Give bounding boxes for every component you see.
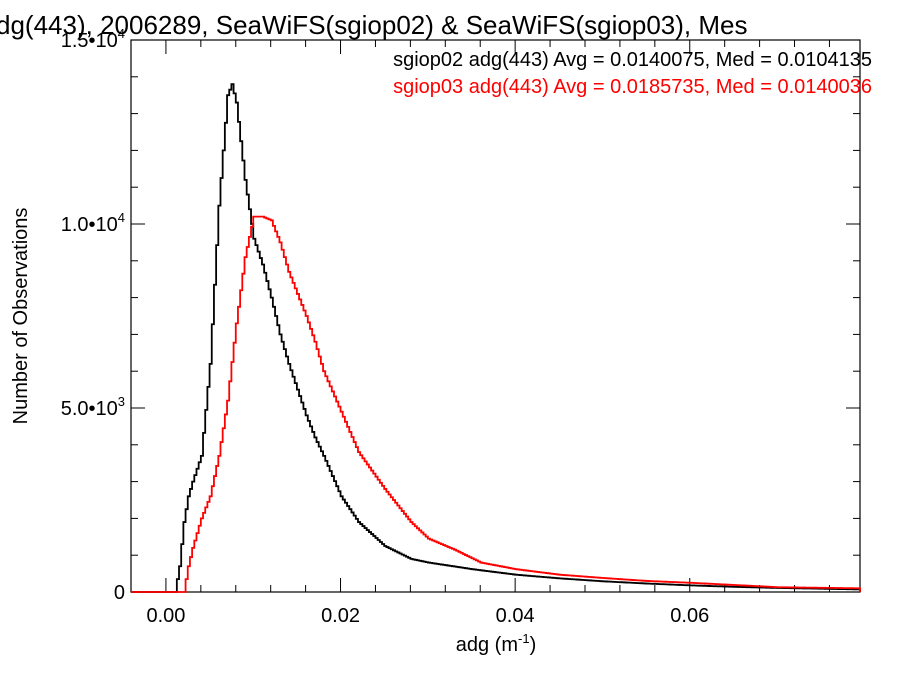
plot-frame xyxy=(130,39,861,593)
legend-entry-sgiop03: sgiop03 adg(443) Avg = 0.0185735, Med = … xyxy=(393,76,872,98)
series-group xyxy=(131,83,861,593)
x-tick-label: 0.02 xyxy=(321,605,360,627)
y-tick-label-sup: 4 xyxy=(118,210,125,225)
y-axis-label: Number of Observations xyxy=(10,208,32,425)
x-tick-label: 0.04 xyxy=(496,605,535,627)
x-axis-label-base: adg (m xyxy=(456,634,518,656)
y-tick-label-base: 1.5•10 xyxy=(61,30,118,52)
y-tick-label-sup: 3 xyxy=(118,394,125,409)
y-tick-label: 1.0•104 xyxy=(61,210,125,236)
y-tick-label-sup: 4 xyxy=(118,26,125,41)
x-axis-ticks: 0.00 0.02 0.04 0.06 xyxy=(146,40,830,627)
legend-entry-sgiop02: sgiop02 adg(443) Avg = 0.0140075, Med = … xyxy=(393,49,872,71)
y-tick-label-base: 0 xyxy=(114,582,125,604)
y-tick-label-base: 5.0•10 xyxy=(61,398,118,420)
plot-border xyxy=(130,39,861,593)
x-axis-label: adg (m-1) xyxy=(456,631,536,656)
x-axis-label-end: ) xyxy=(530,634,537,656)
y-tick-label: 1.5•104 xyxy=(61,26,125,52)
y-tick-label: 5.0•103 xyxy=(61,394,125,420)
y-tick-label-base: 1.0•10 xyxy=(61,214,118,236)
x-axis-label-sup: -1 xyxy=(518,631,530,646)
legend: sgiop02 adg(443) Avg = 0.0140075, Med = … xyxy=(393,49,872,98)
series-sgiop03-line xyxy=(131,215,861,593)
x-tick-label: 0.06 xyxy=(670,605,709,627)
y-tick-label: 0 xyxy=(114,582,125,604)
series-sgiop02-line xyxy=(131,83,861,593)
chart-title: dg(443), 2006289, SeaWiFS(sgiop02) & Sea… xyxy=(0,10,747,40)
x-tick-label: 0.00 xyxy=(146,605,185,627)
